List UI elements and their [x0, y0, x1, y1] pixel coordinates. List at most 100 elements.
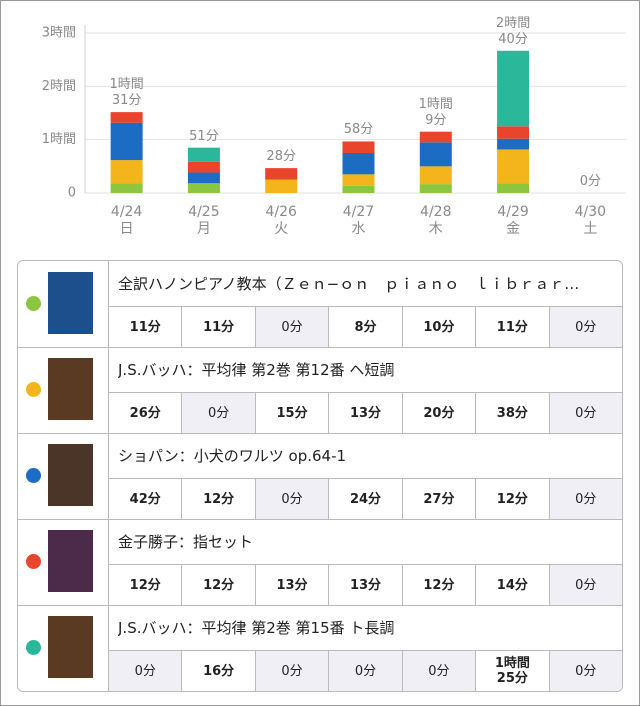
duration-cell: 0分	[254, 650, 329, 691]
total-label: 28分	[266, 149, 296, 165]
bar-segment	[497, 149, 530, 184]
duration-cell: 12分	[475, 478, 549, 519]
weekday-label: 月	[197, 221, 211, 237]
weekday-label: 火	[274, 221, 288, 237]
legend-dot	[26, 296, 41, 311]
duration-cell: 12分	[108, 564, 182, 605]
bar-segment	[342, 141, 375, 153]
total-label: 1時間 31分	[109, 77, 144, 109]
duration-cell: 0分	[548, 478, 622, 519]
duration-cell: 0分	[401, 650, 476, 691]
x-tick-label: 4/30	[575, 204, 606, 220]
bar-segment	[187, 172, 220, 184]
piece-title: J.S.バッハ：平均律 第2巻 第15番 ト長調	[118, 619, 395, 637]
weekday-label: 金	[506, 221, 520, 237]
x-tick-label: 4/26	[265, 204, 297, 220]
x-tick-label: 4/27	[343, 204, 374, 220]
y-tick-label: 0	[68, 186, 76, 201]
bar-segment	[419, 131, 452, 143]
duration-cell: 0分	[548, 650, 622, 691]
duration-cell: 11分	[108, 306, 182, 347]
legend-dot	[26, 468, 41, 483]
cover-image	[48, 358, 93, 420]
duration-cell: 0分	[108, 650, 182, 691]
row-icon-cell	[18, 605, 109, 691]
cover-image	[48, 444, 93, 506]
duration-cell: 15分	[254, 392, 329, 433]
bar-segment	[265, 168, 298, 180]
table-row: J.S.バッハ：平均律 第2巻 第15番 ト長調 0分 16分 0分 0分 0分 1時間 2…	[18, 605, 622, 691]
duration-cell: 0分	[548, 564, 622, 605]
cover-image	[48, 272, 93, 334]
bar-segment	[497, 183, 530, 193]
duration-cell: 8分	[328, 306, 402, 347]
duration-cell: 10分	[401, 306, 476, 347]
bar-segment	[110, 122, 143, 161]
duration-cell: 26分	[108, 392, 182, 433]
weekday-label: 日	[120, 221, 134, 237]
bar-segment	[187, 183, 220, 193]
duration-cell: 38分	[475, 392, 549, 433]
y-tick-label: 1時間	[42, 132, 76, 147]
duration-cell: 13分	[328, 564, 402, 605]
bar-segment	[419, 184, 452, 193]
duration-cell: 27分	[401, 478, 476, 519]
total-label: 58分	[343, 122, 374, 138]
row-icon-cell	[18, 347, 109, 433]
row-icon-cell	[18, 519, 109, 605]
y-tick-label: 2時間	[42, 79, 76, 94]
cover-image	[48, 530, 93, 592]
bar-segment	[342, 174, 375, 186]
duration-cell: 0分	[254, 306, 329, 347]
duration-cell: 16分	[181, 650, 255, 691]
legend-dot	[26, 640, 41, 655]
legend-dot	[26, 554, 41, 569]
total-label: 1時間 9分	[418, 96, 453, 128]
duration-cell: 12分	[401, 564, 476, 605]
bar-segment	[187, 161, 220, 173]
bar-segment	[419, 142, 452, 167]
x-tick-label: 4/24	[111, 204, 143, 220]
duration-cell: 13分	[254, 564, 329, 605]
piece-title: 金子勝子：指セット	[118, 533, 254, 551]
table-row: 金子勝子：指セット 12分 12分 13分 13分 12分 14分 0分	[18, 519, 622, 606]
total-label: 2時間 40分	[495, 15, 531, 47]
bar-segment	[497, 50, 530, 127]
bar-segment	[110, 183, 143, 193]
bar-segment	[110, 160, 143, 184]
total-label: 51分	[189, 128, 219, 144]
bar-segment	[187, 147, 220, 162]
bar-segment	[497, 126, 530, 139]
bar-segment	[342, 185, 375, 193]
duration-cell: 1時間 25分	[475, 650, 549, 691]
duration-cell: 20分	[401, 392, 476, 433]
bar-segment	[265, 179, 298, 193]
bar-segment	[110, 112, 143, 123]
duration-cell: 12分	[181, 564, 255, 605]
y-tick-label: 3時間	[42, 26, 76, 41]
chart: 0 1時間 2時間 3時間 4/24日 4/25月 4/26火 4/27水 4/28木 4/29金…	[42, 25, 626, 237]
bar-segment	[419, 166, 452, 185]
duration-cell: 0分	[181, 392, 255, 433]
x-tick-label: 4/29	[497, 204, 528, 220]
practice-table: 全訳ハノンピアノ教本（Ｚｅｎ−ｏｎ ｐｉａｎｏ ｌｉｂｒａｒ… 11分 11分 0分 8…	[17, 260, 623, 692]
piece-title: ショパン：小犬のワルツ op.64-1	[118, 447, 347, 465]
duration-cell: 0分	[328, 650, 402, 691]
duration-cell: 24分	[328, 478, 402, 519]
duration-cell: 11分	[181, 306, 255, 347]
duration-cell: 0分	[548, 306, 622, 347]
legend-dot	[26, 382, 41, 397]
duration-cell: 42分	[108, 478, 182, 519]
duration-cell: 13分	[328, 392, 402, 433]
table-row: J.S.バッハ：平均律 第2巻 第12番 ヘ短調 26分 0分 15分 13分 20分 38…	[18, 347, 622, 434]
duration-cell: 12分	[181, 478, 255, 519]
row-icon-cell	[18, 261, 109, 347]
weekday-label: 水	[352, 221, 366, 237]
duration-cell: 14分	[475, 564, 549, 605]
duration-cell: 11分	[475, 306, 549, 347]
x-tick-label: 4/25	[188, 204, 219, 220]
cover-image	[48, 616, 93, 678]
duration-cell: 0分	[548, 392, 622, 433]
bar-segment	[497, 138, 530, 150]
